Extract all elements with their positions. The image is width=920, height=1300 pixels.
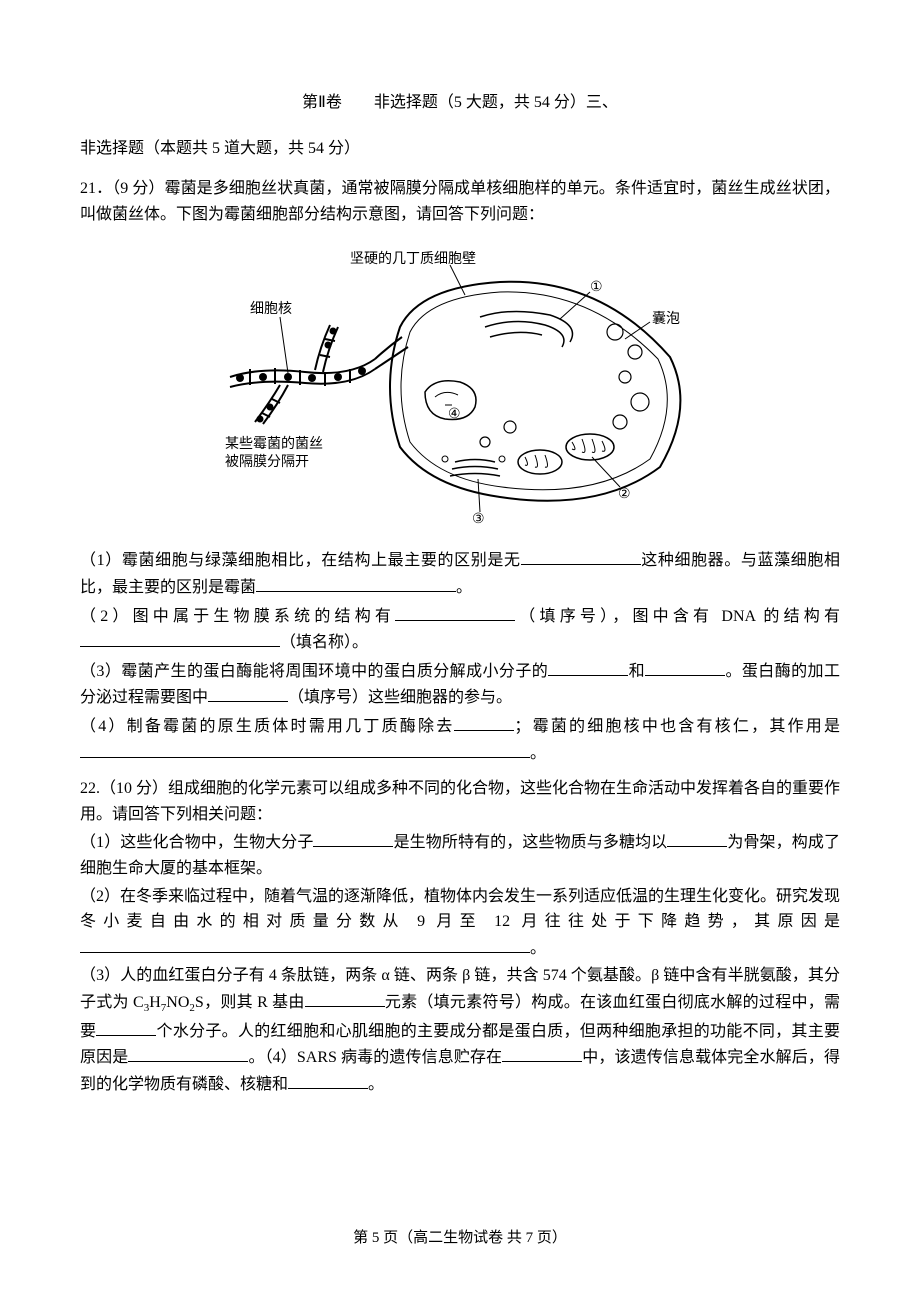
label-cell-wall: 坚硬的几丁质细胞壁 (350, 247, 476, 269)
label-nucleus: 细胞核 (250, 297, 292, 319)
q22-p2a: （2）在冬季来临过程中，随着气温的逐渐降低，植物体内会发生一系列适应低温的生理生… (80, 888, 840, 931)
q21-p4: （4）制备霉菌的原生质体时需用几丁质酶除去 ；霉菌的细胞核中也含有核仁，其作用是。 (80, 713, 840, 766)
diagram-container: 坚硬的几丁质细胞壁 细胞核 某些霉菌的菌丝 被隔膜分隔开 囊泡 ① ② ③ ④ (80, 247, 840, 527)
blank (208, 684, 288, 702)
label-hyphae-2: 被隔膜分隔开 (225, 450, 309, 472)
q22-p1a: （1）这些化合物中，生物大分子 (80, 834, 313, 851)
q21-p3d: （填序号）这些细胞器的参与。 (288, 689, 512, 706)
section-title: 第Ⅱ卷 非选择题（5 大题，共 54 分）三、 (80, 90, 840, 116)
q22-n: N (166, 994, 178, 1011)
blank (667, 829, 727, 847)
question-21: 21．（9 分）霉菌是多细胞丝状真菌，通常被隔膜分隔成单核细胞样的单元。条件适宜… (80, 176, 840, 766)
blank (256, 574, 456, 592)
blank (80, 629, 280, 647)
label-vesicle: 囊泡 (652, 307, 680, 329)
blank (96, 1018, 156, 1036)
q21-intro: 21．（9 分）霉菌是多细胞丝状真菌，通常被隔膜分隔成单核细胞样的单元。条件适宜… (80, 176, 840, 227)
blank (645, 658, 725, 676)
blank (502, 1044, 582, 1062)
q22-s: S，则其 R 基由 (195, 994, 305, 1011)
blank (454, 713, 514, 731)
q22-p2: （2）在冬季来临过程中，随着气温的逐渐降低，植物体内会发生一系列适应低温的生理生… (80, 884, 840, 962)
blank (548, 658, 628, 676)
q22-p3: （3）人的血红蛋白分子有 4 条肽链，两条 α 链、两条 β 链，共含 574 … (80, 963, 840, 1097)
label-num4: ④ (448, 402, 461, 424)
q22-p1: （1）这些化合物中，生物大分子是生物所特有的，这些物质与多糖均以为骨架，构成了细… (80, 829, 840, 881)
blank (313, 829, 393, 847)
blank (305, 989, 385, 1007)
q21-p2a: （2）图中属于生物膜系统的结构有 (80, 608, 395, 625)
label-num1: ① (590, 275, 603, 297)
blank (128, 1044, 248, 1062)
sub-instruction: 非选择题（本题共 5 道大题，共 54 分） (80, 136, 840, 162)
q21-p2b: （填序号），图中含有 DNA 的结构有 (515, 608, 840, 625)
q22-h: H (149, 994, 161, 1011)
q22-p1b: 是生物所特有的，这些物质与多糖均以 (393, 834, 667, 851)
q22-p3f: 。 (368, 1076, 384, 1093)
blank (395, 603, 515, 621)
blank (288, 1071, 368, 1089)
blank (521, 547, 641, 565)
q21-p4a: （4）制备霉菌的原生质体时需用几丁质酶除去 (80, 718, 454, 735)
q21-p1: （1）霉菌细胞与绿藻细胞相比，在结构上最主要的区别是无这种细胞器。与蓝藻细胞相比… (80, 547, 840, 600)
q21-p2: （2）图中属于生物膜系统的结构有 （填序号），图中含有 DNA 的结构有 （填名称）… (80, 603, 840, 656)
page-footer: 第 5 页（高二生物试卷 共 7 页） (0, 1226, 920, 1250)
q22-o: O (178, 994, 190, 1011)
q21-p1c: 。 (456, 579, 472, 596)
blank (80, 935, 530, 953)
mold-cell-diagram: 坚硬的几丁质细胞壁 细胞核 某些霉菌的菌丝 被隔膜分隔开 囊泡 ① ② ③ ④ (220, 247, 700, 527)
label-num2: ② (618, 482, 631, 504)
q21-p2c: （填名称）。 (280, 634, 368, 651)
q21-p3a: （3）霉菌产生的蛋白酶能将周围环境中的蛋白质分解成小分子的 (80, 663, 548, 680)
q22-p2b: 。 (530, 940, 546, 957)
label-num3: ③ (472, 507, 485, 529)
q21-p3b: 和 (628, 663, 645, 680)
q22-p3d: 。（4）SARS 病毒的遗传信息贮存在 (248, 1049, 502, 1066)
q22-intro: 22.（10 分）组成细胞的化学元素可以组成多种不同的化合物，这些化合物在生命活… (80, 776, 840, 827)
q21-p4b: ；霉菌的细胞核中也含有核仁，其作用是 (514, 718, 840, 735)
question-22: 22.（10 分）组成细胞的化学元素可以组成多种不同的化合物，这些化合物在生命活… (80, 776, 840, 1097)
q21-p1a: （1）霉菌细胞与绿藻细胞相比，在结构上最主要的区别是无 (80, 552, 521, 569)
blank (80, 740, 530, 758)
q21-p4c: 。 (530, 745, 546, 762)
q21-p3: （3）霉菌产生的蛋白酶能将周围环境中的蛋白质分解成小分子的和。蛋白酶的加工分泌过… (80, 658, 840, 711)
